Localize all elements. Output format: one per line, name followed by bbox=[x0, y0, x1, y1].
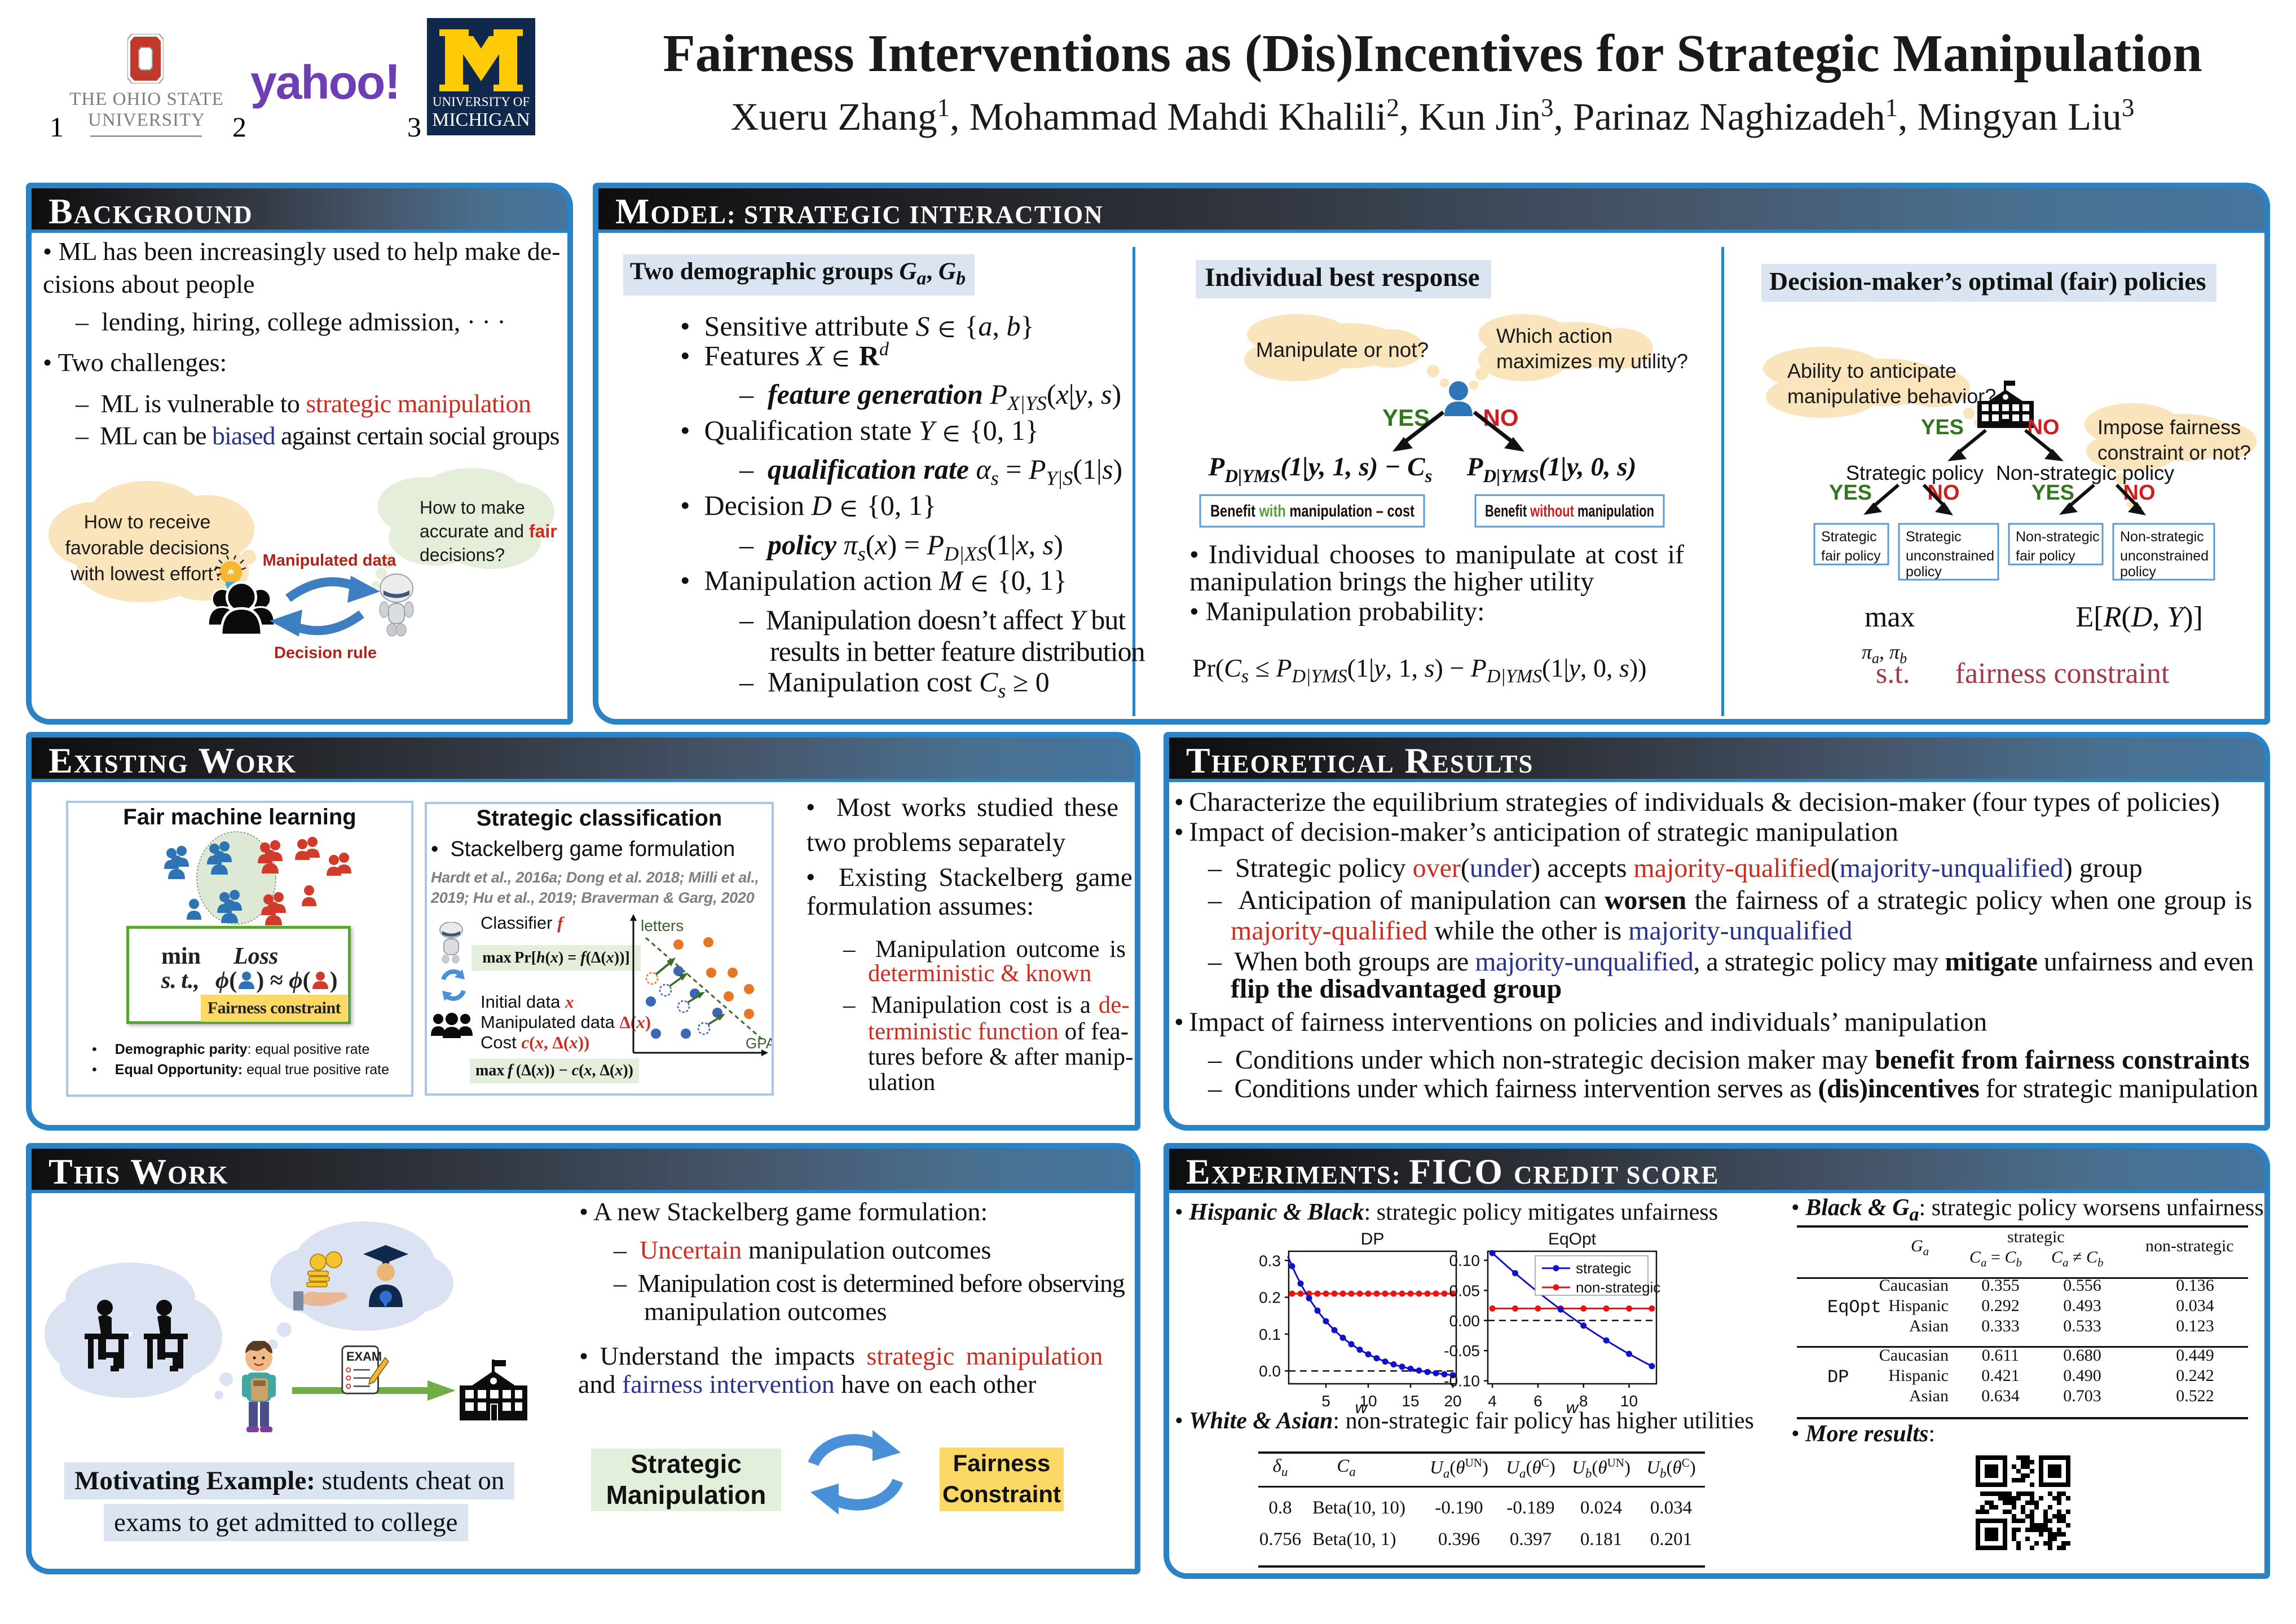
svg-text:0.05: 0.05 bbox=[1449, 1282, 1480, 1299]
svg-text:How to receive: How to receive bbox=[84, 511, 211, 533]
svg-text:unconstrained: unconstrained bbox=[2120, 548, 2209, 564]
svg-text:Manipulated data: Manipulated data bbox=[263, 551, 397, 570]
svg-text:0.1: 0.1 bbox=[1259, 1326, 1281, 1343]
svg-text:-0.05: -0.05 bbox=[1444, 1342, 1480, 1360]
svg-text:Ability to anticipate: Ability to anticipate bbox=[1787, 359, 1956, 382]
svg-text:Strategic: Strategic bbox=[1906, 529, 1962, 545]
svg-text:NO: NO bbox=[1483, 404, 1519, 431]
svg-text:Non-strategic: Non-strategic bbox=[2120, 529, 2204, 545]
svg-text:6: 6 bbox=[1533, 1392, 1543, 1410]
svg-text:fair policy: fair policy bbox=[1821, 548, 1881, 564]
svg-text:PD|YMS(1|y, 1, s) − Cs: PD|YMS(1|y, 1, s) − Cs bbox=[1208, 452, 1433, 487]
svg-text:10: 10 bbox=[1359, 1392, 1377, 1410]
svg-text:-0.10: -0.10 bbox=[1444, 1373, 1480, 1390]
svg-text:Manipulate or not?: Manipulate or not? bbox=[1256, 338, 1429, 361]
svg-text:w: w bbox=[1355, 1398, 1369, 1417]
svg-text:NO: NO bbox=[2123, 481, 2156, 505]
svg-text:How to make: How to make bbox=[420, 497, 525, 518]
svg-text:Benefit with manipulation – co: Benefit with manipulation – cost bbox=[1210, 502, 1414, 520]
svg-text:YES: YES bbox=[2031, 481, 2074, 505]
svg-text:Impose fairness: Impose fairness bbox=[2097, 416, 2241, 439]
svg-text:8: 8 bbox=[1579, 1392, 1588, 1410]
svg-text:Benefit without manipulation: Benefit without manipulation bbox=[1485, 502, 1654, 520]
svg-text:Decision rule: Decision rule bbox=[274, 644, 377, 662]
svg-text:policy: policy bbox=[2120, 564, 2156, 580]
svg-text:Strategic: Strategic bbox=[1821, 529, 1877, 545]
svg-text:w: w bbox=[1566, 1398, 1580, 1417]
svg-text:Which action: Which action bbox=[1496, 324, 1612, 347]
svg-text:unconstrained: unconstrained bbox=[1906, 548, 1994, 564]
svg-text:0.2: 0.2 bbox=[1259, 1289, 1281, 1307]
svg-text:0.0: 0.0 bbox=[1259, 1362, 1281, 1380]
svg-text:GPA: GPA bbox=[746, 1035, 772, 1052]
svg-text:YES: YES bbox=[1921, 416, 1964, 439]
svg-text:Strategic policy: Strategic policy bbox=[1846, 461, 1984, 484]
svg-text:10: 10 bbox=[1620, 1392, 1638, 1410]
svg-text:EXAM: EXAM bbox=[346, 1349, 382, 1363]
svg-text:15: 15 bbox=[1402, 1392, 1419, 1410]
svg-text:5: 5 bbox=[1321, 1392, 1330, 1410]
svg-text:PD|YMS(1|y, 0, s): PD|YMS(1|y, 0, s) bbox=[1466, 452, 1637, 487]
svg-text:constraint or not?: constraint or not? bbox=[2097, 441, 2251, 464]
svg-text:DP: DP bbox=[1361, 1230, 1385, 1248]
svg-text:EqOpt: EqOpt bbox=[1548, 1230, 1597, 1248]
svg-text:accurate and fair: accurate and fair bbox=[420, 521, 557, 541]
svg-text:strategic: strategic bbox=[1576, 1260, 1631, 1277]
svg-text:manipulative behavior?: manipulative behavior? bbox=[1787, 385, 1996, 408]
svg-text:favorable decisions: favorable decisions bbox=[65, 537, 229, 559]
svg-text:policy: policy bbox=[1906, 564, 1942, 580]
svg-text:0.10: 0.10 bbox=[1449, 1252, 1480, 1269]
svg-text:non-strategic: non-strategic bbox=[1576, 1279, 1660, 1296]
svg-text:0.3: 0.3 bbox=[1259, 1252, 1281, 1269]
svg-text:20: 20 bbox=[1444, 1392, 1461, 1410]
svg-text:Non-strategic: Non-strategic bbox=[2016, 529, 2100, 545]
svg-text:YES: YES bbox=[1829, 481, 1872, 505]
svg-text:letters: letters bbox=[641, 917, 684, 934]
svg-text:with lowest effort?: with lowest effort? bbox=[70, 563, 224, 585]
svg-text:0.00: 0.00 bbox=[1449, 1312, 1480, 1330]
svg-text:fair policy: fair policy bbox=[2016, 548, 2075, 564]
svg-text:Non-strategic policy: Non-strategic policy bbox=[1996, 461, 2174, 484]
svg-text:decisions?: decisions? bbox=[420, 545, 505, 565]
svg-text:4: 4 bbox=[1488, 1392, 1497, 1410]
svg-text:maximizes my utility?: maximizes my utility? bbox=[1496, 350, 1688, 373]
